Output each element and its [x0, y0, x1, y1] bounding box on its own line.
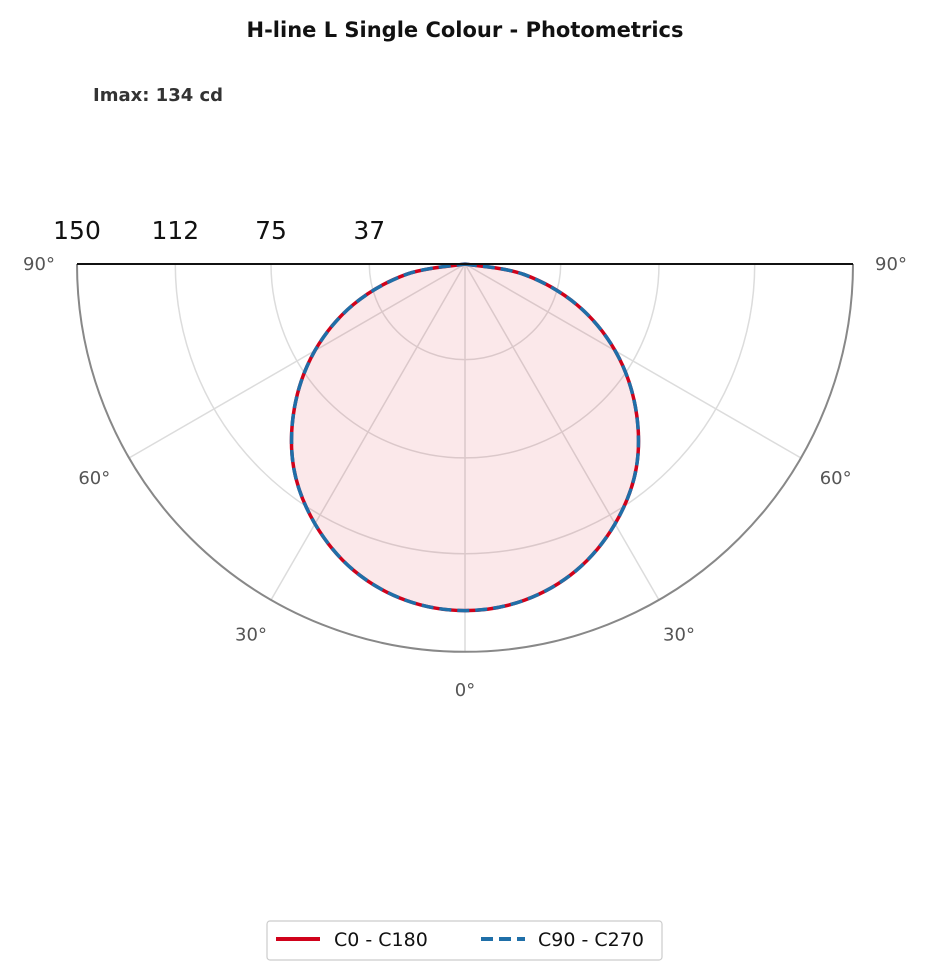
grid-spoke — [464, 263, 802, 459]
chart-title: H-line L Single Colour - Photometrics — [247, 18, 684, 42]
grid-spoke — [270, 263, 466, 601]
legend-box — [266, 920, 663, 961]
angle-tick-label: 90° — [23, 254, 55, 275]
series-fill-area — [291, 264, 639, 611]
radial-tick-label: 37 — [353, 216, 385, 245]
radial-tick-labels: 150 112 75 37 — [53, 216, 385, 245]
angle-tick-label: 90° — [875, 254, 907, 275]
radial-tick-label: 150 — [53, 216, 101, 245]
angle-tick-label: 0° — [455, 680, 475, 701]
angle-tick-labels: 0° 30° 30° 60° 60° 90° 90° — [23, 254, 907, 701]
angle-tick-label: 60° — [78, 468, 110, 489]
polar-grid — [128, 263, 802, 652]
outer-ring — [76, 263, 854, 653]
series-fill-layer — [291, 264, 639, 611]
grid-spoke — [464, 263, 660, 601]
legend-label-c0-c180: C0 - C180 — [334, 929, 428, 951]
angle-tick-label: 30° — [235, 625, 267, 646]
legend-label-c90-c270: C90 - C270 — [538, 929, 644, 951]
radial-tick-label: 75 — [255, 216, 287, 245]
grid-spoke — [128, 263, 466, 459]
series-line-layer — [289, 262, 641, 613]
angle-tick-label: 30° — [663, 625, 695, 646]
radial-tick-label: 112 — [151, 216, 199, 245]
legend: C0 - C180 C90 - C270 — [266, 920, 663, 961]
angle-tick-label: 60° — [820, 468, 852, 489]
chart-subtitle: Imax: 134 cd — [93, 85, 223, 106]
polar-frame — [76, 263, 854, 653]
